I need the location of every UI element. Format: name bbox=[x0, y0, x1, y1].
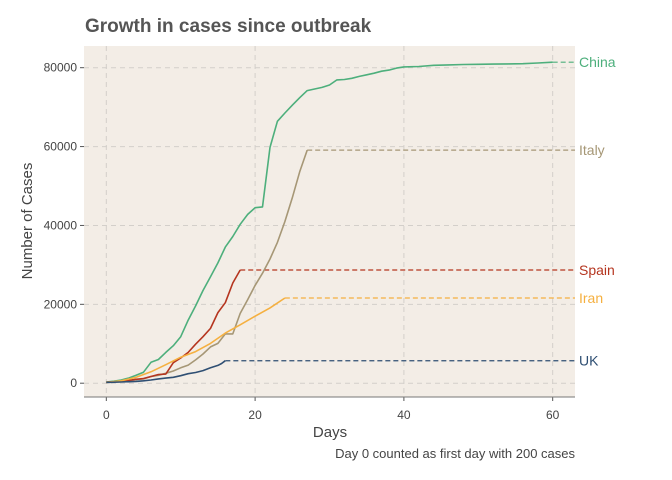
series-label-italy: Italy bbox=[579, 142, 605, 158]
x-tick-label: 20 bbox=[248, 408, 262, 422]
plot-panel bbox=[84, 46, 575, 397]
series-lines bbox=[106, 61, 553, 384]
end-labels: China Italy Spain Iran UK bbox=[579, 54, 616, 369]
y-axis-ticks: 0 20000 40000 60000 80000 bbox=[44, 61, 84, 390]
y-tick-label: 60000 bbox=[44, 140, 78, 154]
y-tick-label: 80000 bbox=[44, 61, 78, 75]
series-label-china: China bbox=[579, 54, 616, 70]
chart-caption: Day 0 counted as first day with 200 case… bbox=[335, 446, 575, 461]
series-line-iran bbox=[106, 297, 286, 384]
grid-lines bbox=[84, 46, 575, 397]
series-label-iran: Iran bbox=[579, 290, 603, 306]
y-tick-label: 20000 bbox=[44, 297, 78, 311]
series-line-uk bbox=[106, 360, 226, 384]
y-tick-label: 0 bbox=[70, 376, 77, 390]
x-axis-ticks: 0 20 40 60 bbox=[84, 396, 575, 422]
x-tick-label: 0 bbox=[103, 408, 110, 422]
series-line-china bbox=[106, 61, 553, 383]
y-tick-label: 40000 bbox=[44, 218, 78, 232]
x-tick-label: 60 bbox=[546, 408, 560, 422]
x-axis-title: Days bbox=[313, 424, 347, 441]
y-axis-title: Number of Cases bbox=[19, 163, 36, 280]
series-line-spain bbox=[106, 269, 241, 383]
extension-lines bbox=[225, 61, 575, 362]
series-label-uk: UK bbox=[579, 353, 599, 369]
x-tick-label: 40 bbox=[397, 408, 411, 422]
chart-title: Growth in cases since outbreak bbox=[85, 16, 372, 37]
series-label-spain: Spain bbox=[579, 262, 615, 278]
